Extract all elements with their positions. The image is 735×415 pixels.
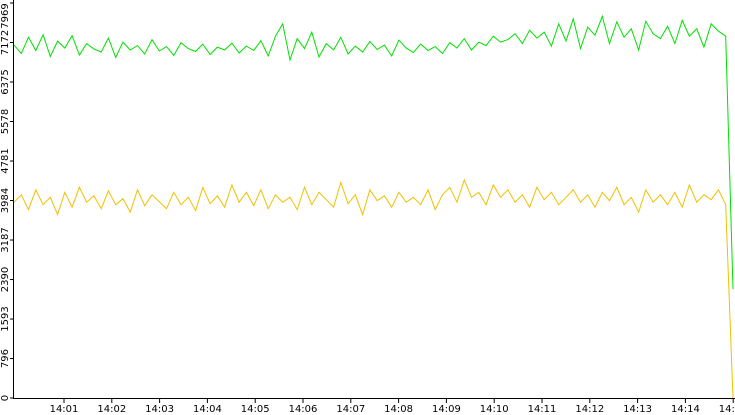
- x-tick-label: 14:13: [623, 404, 652, 415]
- y-tick-label: 796: [0, 349, 11, 368]
- x-tick-label: 14:07: [336, 404, 365, 415]
- x-tick-label: 14:05: [241, 404, 270, 415]
- y-tick-label: 7969: [0, 3, 11, 28]
- x-tick-label: 14:08: [384, 404, 413, 415]
- x-tick-label: 14:02: [97, 404, 126, 415]
- y-tick-label: 5578: [0, 109, 11, 134]
- y-tick-label: 1593: [0, 306, 11, 331]
- series-line: [13, 178, 734, 399]
- y-tick-label: 7172: [0, 30, 11, 55]
- series-line: [13, 14, 734, 290]
- y-tick-label: 3984: [0, 188, 11, 213]
- y-tick-label: 0: [0, 395, 11, 401]
- x-tick-label: 14:11: [528, 404, 557, 415]
- x-tick-label: 14:03: [145, 404, 174, 415]
- x-tick-label: 14:09: [432, 404, 461, 415]
- x-tick-label: 14:04: [193, 404, 222, 415]
- x-tick-label: 14:15: [719, 404, 735, 415]
- y-tick-label: 4781: [0, 148, 11, 173]
- x-tick-label: 14:10: [480, 404, 509, 415]
- x-tick-label: 14:14: [671, 404, 700, 415]
- y-tick-label: 6375: [0, 69, 11, 94]
- y-tick-label: 2390: [0, 267, 11, 292]
- x-tick-label: 14:06: [289, 404, 318, 415]
- y-tick-label: 3187: [0, 227, 11, 252]
- x-tick-label: 14:01: [50, 404, 79, 415]
- x-tick-label: 14:12: [575, 404, 604, 415]
